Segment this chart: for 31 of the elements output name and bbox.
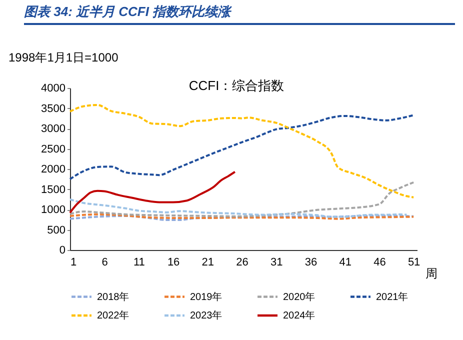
x-tick-label: 1 (70, 256, 77, 268)
x-tick-label: 51 (408, 256, 420, 268)
y-axis-title: 1998年1月1日=1000 (8, 50, 119, 64)
y-tick-label: 2500 (41, 143, 66, 156)
legend-label: 2018年 (97, 290, 130, 303)
y-tick-label: 1000 (41, 204, 66, 216)
legend-label: 2021年 (376, 290, 408, 303)
legend-label: 2023年 (190, 310, 222, 322)
x-tick-label: 41 (339, 256, 352, 268)
legend-label: 2019年 (190, 290, 222, 303)
x-tick-label: 6 (102, 256, 108, 268)
x-axis-title: 周 (426, 266, 438, 280)
legend-label: 2024年 (283, 310, 316, 322)
x-tick-label: 46 (374, 256, 386, 268)
x-tick-label: 16 (167, 256, 180, 268)
y-tick-label: 0 (59, 244, 66, 256)
y-tick-label: 4000 (41, 82, 66, 94)
x-tick-label: 31 (270, 256, 283, 268)
x-tick-label: 21 (202, 256, 214, 268)
y-tick-label: 500 (47, 224, 66, 236)
chart-title: 图表 34: 近半月 CCFI 指数环比续涨 (24, 3, 455, 25)
legend-label: 2020年 (283, 290, 316, 303)
annotation: CCFI：综合指数 (188, 78, 284, 93)
x-tick-label: 36 (304, 256, 318, 268)
y-tick-label: 2000 (41, 164, 66, 176)
y-tick-label: 1500 (41, 184, 66, 196)
legend-label: 2022年 (97, 310, 130, 322)
x-tick-label: 11 (134, 256, 145, 268)
y-tick-label: 3500 (41, 102, 66, 115)
y-tick-label: 3000 (41, 123, 66, 135)
x-tick-label: 26 (236, 256, 248, 268)
